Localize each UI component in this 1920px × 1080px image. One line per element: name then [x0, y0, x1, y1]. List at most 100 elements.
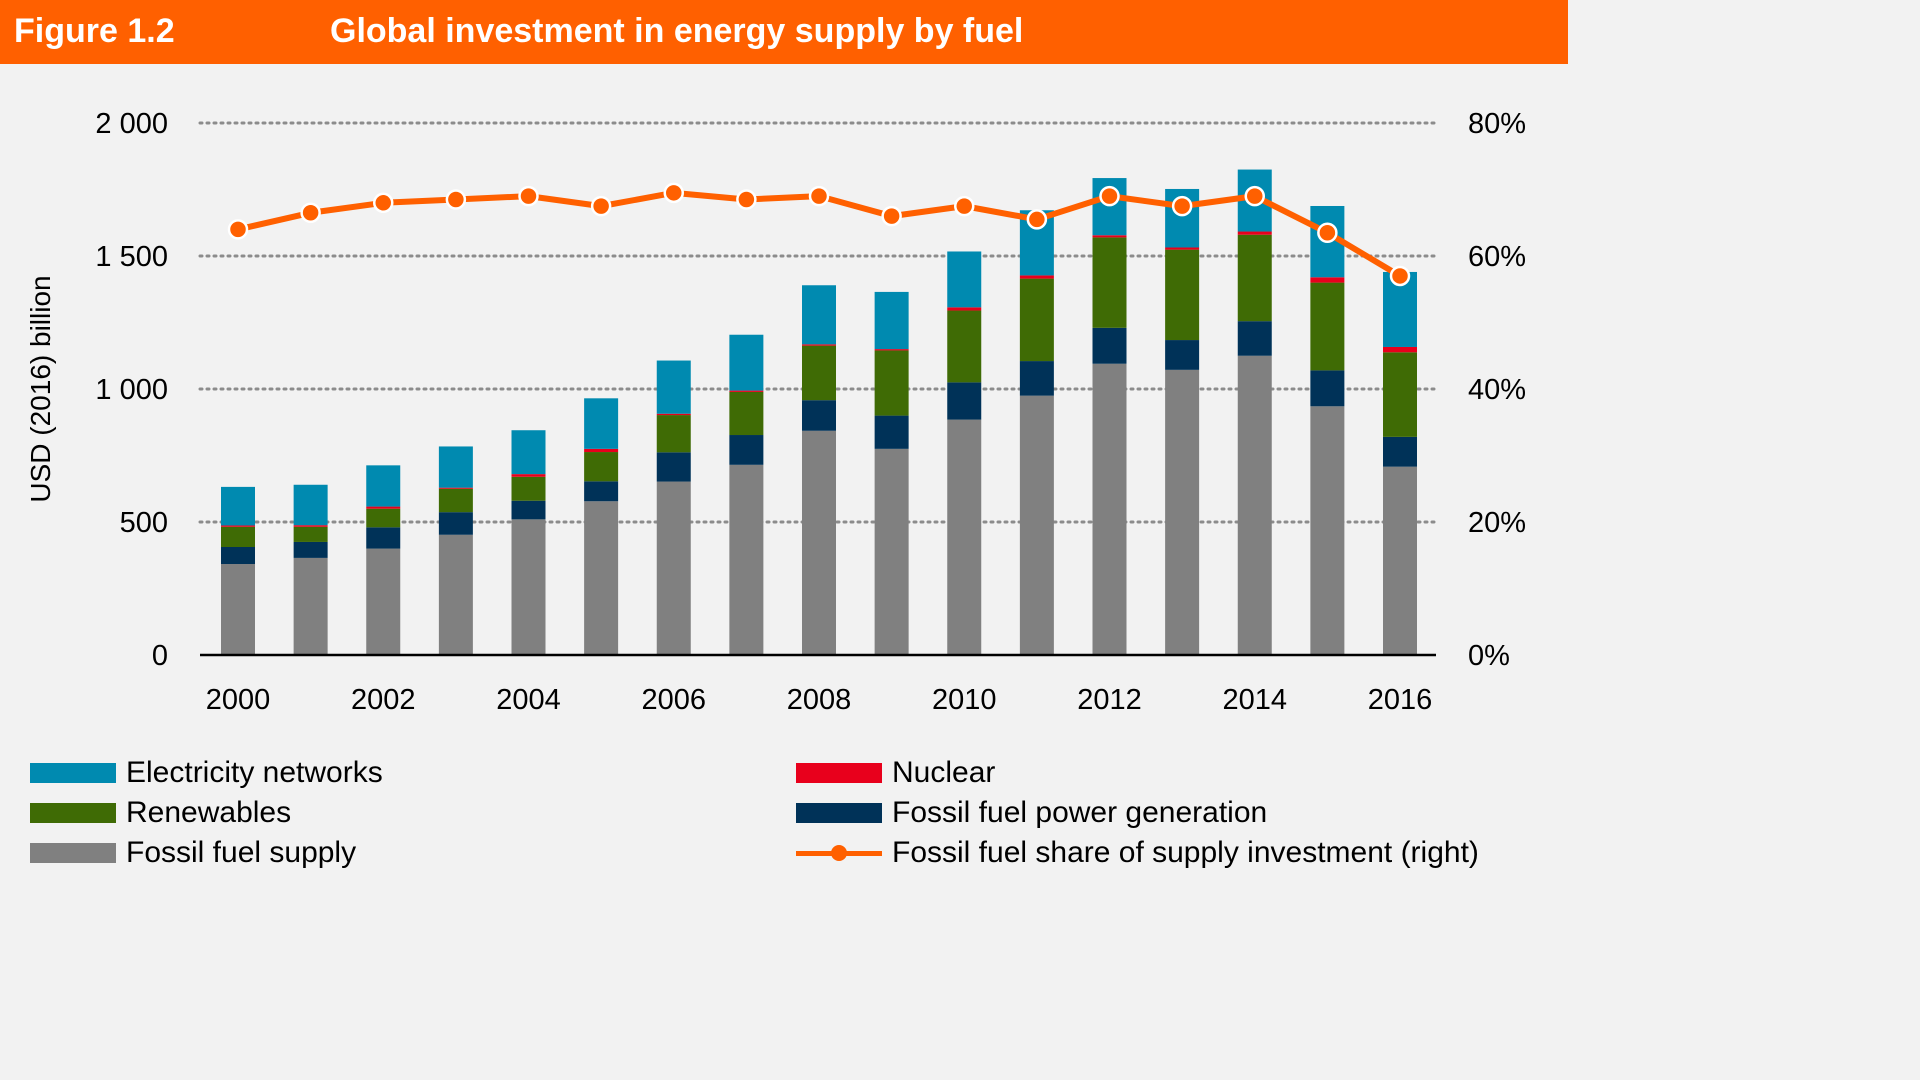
- y-tick-label: 1 500: [95, 241, 168, 273]
- bar-stack-2009: [874, 291, 909, 655]
- bar-supply: [293, 557, 328, 655]
- bar-supply: [511, 519, 546, 655]
- bar-stack-2006: [656, 360, 691, 655]
- bar-stack-2015: [1310, 205, 1345, 655]
- share-point: [1099, 185, 1120, 207]
- legend-swatch-networks: [30, 763, 116, 783]
- legend-item-nuclear: Nuclear: [796, 756, 995, 790]
- bar-supply: [656, 481, 691, 655]
- legend-item-share: Fossil fuel share of supply investment (…: [796, 836, 1479, 870]
- bar-nuclear: [1237, 231, 1272, 235]
- share-point: [1026, 209, 1048, 230]
- legend-label-renewables: Renewables: [126, 796, 292, 829]
- bar-power: [729, 435, 764, 465]
- x-tick-label: 2004: [496, 684, 561, 716]
- bar-stack-2014: [1237, 169, 1272, 655]
- figure-header: Figure 1.2 Global investment in energy s…: [0, 0, 1568, 64]
- bar-nuclear: [1310, 277, 1345, 283]
- share-point: [1244, 185, 1265, 207]
- bar-nuclear: [511, 474, 546, 477]
- bar-renewables: [1165, 249, 1200, 341]
- bar-renewables: [584, 452, 619, 482]
- bar-supply: [438, 534, 473, 655]
- legend-item-supply: Fossil fuel supply: [30, 836, 356, 870]
- y-axis-label: USD (2016) billion: [25, 275, 56, 502]
- bar-stack-2016: [1383, 271, 1417, 655]
- bar-networks: [729, 334, 764, 391]
- bar-nuclear: [221, 525, 255, 527]
- x-tick-label: 2006: [641, 684, 706, 716]
- bar-power: [1019, 361, 1054, 396]
- y-tick-label: 500: [120, 507, 168, 539]
- bar-networks: [802, 285, 836, 345]
- bar-stack-2010: [947, 251, 982, 655]
- bar-power: [874, 415, 909, 449]
- x-tick-label: 2010: [932, 684, 997, 716]
- share-point: [373, 192, 394, 214]
- legend-item-renewables: Renewables: [30, 796, 291, 830]
- y-right-tick-label: 20%: [1468, 507, 1526, 539]
- y-right-tick-label: 0%: [1468, 640, 1510, 672]
- bar-networks: [874, 291, 909, 350]
- bar-power: [802, 400, 836, 431]
- legend-label-power: Fossil fuel power generation: [892, 796, 1268, 829]
- share-point: [881, 205, 902, 227]
- share-line: [227, 182, 1411, 287]
- y-right-tick-label: 40%: [1468, 374, 1526, 406]
- legend-label-share: Fossil fuel share of supply investment (…: [892, 836, 1479, 869]
- bar-renewables: [656, 415, 691, 453]
- y-right-tick-label: 60%: [1468, 241, 1526, 273]
- x-tick-label: 2002: [351, 684, 416, 716]
- bar-renewables: [366, 508, 401, 528]
- share-point: [663, 182, 684, 204]
- bar-networks: [947, 251, 982, 308]
- share-point: [1171, 195, 1193, 217]
- bar-renewables: [438, 488, 473, 513]
- bar-renewables: [1019, 278, 1054, 362]
- share-point: [954, 195, 975, 217]
- bar-networks: [656, 360, 691, 414]
- bar-stack-2011: [1019, 210, 1054, 655]
- bar-renewables: [1237, 234, 1272, 322]
- figure-label: Figure 1.2: [14, 12, 175, 50]
- bar-power: [221, 547, 255, 565]
- bar-nuclear: [438, 487, 473, 489]
- share-point: [227, 219, 249, 240]
- bar-nuclear: [1383, 346, 1417, 353]
- bar-networks: [584, 398, 619, 449]
- bar-supply: [366, 548, 401, 655]
- bar-nuclear: [1092, 235, 1127, 238]
- bar-power: [511, 500, 546, 520]
- legend-swatch-nuclear: [796, 763, 882, 783]
- bar-supply: [874, 448, 909, 655]
- chart-title: Global investment in energy supply by fu…: [330, 12, 1024, 50]
- x-tick-label: 2008: [787, 684, 852, 716]
- bar-stack-2000: [221, 486, 255, 655]
- bar-nuclear: [802, 344, 836, 346]
- share-point: [736, 189, 757, 210]
- bar-stack-2002: [366, 465, 401, 655]
- bar-nuclear: [366, 506, 401, 509]
- bar-power: [366, 527, 401, 549]
- bar-networks: [221, 486, 255, 526]
- y-right-tick-label: 80%: [1468, 108, 1526, 140]
- share-point: [445, 189, 467, 210]
- bar-nuclear: [584, 448, 619, 453]
- legend-swatch-supply: [30, 843, 116, 863]
- bar-supply: [221, 564, 255, 655]
- bar-nuclear: [729, 390, 764, 392]
- bar-renewables: [1092, 237, 1127, 328]
- bar-power: [1383, 436, 1417, 467]
- bar-power: [656, 452, 691, 482]
- bar-renewables: [1310, 282, 1345, 371]
- chart-area: 0 500 1 000 1 500 2 000 0% 20% 40% 60% 80% USD (20…: [25, 108, 1526, 716]
- bar-supply: [1165, 369, 1200, 655]
- share-point: [1389, 265, 1411, 287]
- bar-stack-2008: [802, 285, 836, 655]
- bar-nuclear: [874, 349, 909, 351]
- bar-power: [1165, 340, 1200, 370]
- bar-supply: [1237, 355, 1272, 655]
- bar-supply: [1019, 395, 1054, 655]
- bar-stack-2003: [438, 446, 473, 655]
- bar-renewables: [802, 345, 836, 401]
